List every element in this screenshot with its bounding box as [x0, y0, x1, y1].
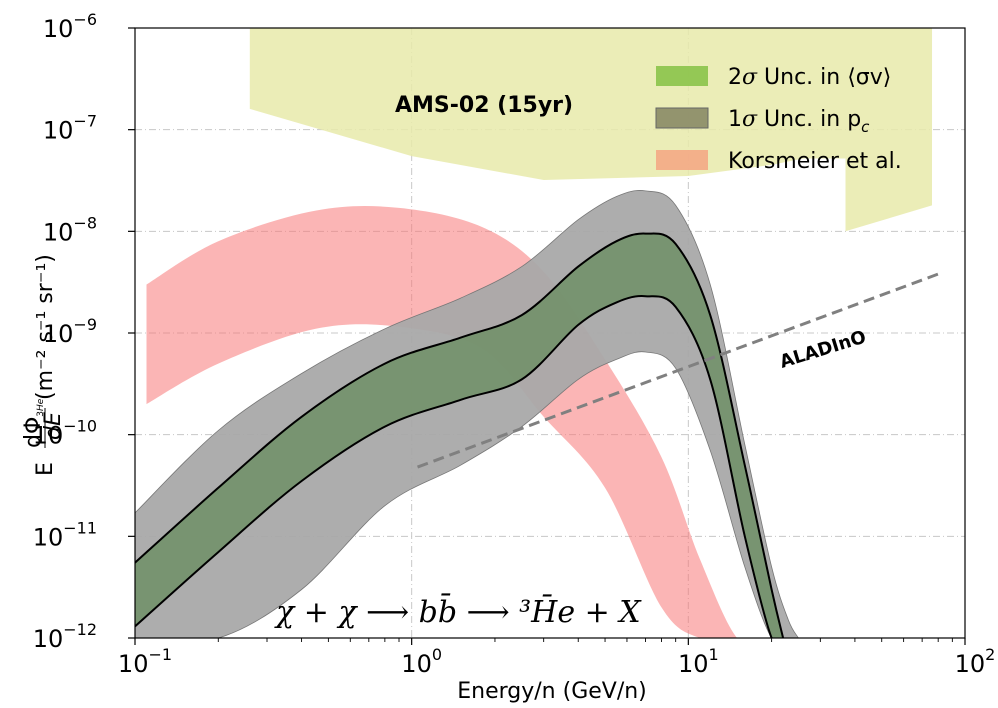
y-tick-label: 10−11 [33, 518, 97, 551]
x-tick-label: 102 [955, 645, 996, 678]
axis-ticks: 10−1 100 101 102 10−12 10−11 10−10 10−9 10−8 10−7… [33, 10, 996, 678]
y-tick-label: 10−7 [43, 112, 97, 145]
y-tick-label: 10−10 [33, 417, 97, 450]
x-tick-label: 101 [678, 645, 719, 678]
legend: 2σ Unc. in ⟨σv⟩ 1σ Unc. in pc Korsmeier et… [655, 65, 902, 174]
sigmav-lower-curve [135, 295, 785, 638]
y-axis-label-denominator: dE [41, 412, 66, 440]
ams-02-annotation: AMS-02 (15yr) [395, 93, 573, 118]
legend-swatch [655, 107, 709, 129]
y-axis-label-sub3: 3 [36, 411, 46, 417]
series-layer [135, 28, 939, 638]
legend-label: 1σ Unc. in pc [728, 107, 870, 136]
y-tick-label: 10−12 [33, 620, 97, 653]
y-tick-label: 10−6 [43, 10, 97, 43]
sigmav-upper-curve [135, 232, 785, 638]
x-tick-label: 10−1 [118, 645, 172, 678]
y-axis-label-subhe: He [36, 398, 46, 411]
x-tick-label: 100 [401, 645, 442, 678]
x-axis-label: Energy/n (GeV/n) [457, 679, 647, 704]
ams-02-sensitivity-region [249, 28, 933, 232]
legend-label: 2σ Unc. in ⟨σv⟩ [728, 65, 891, 90]
y-axis-label: E dΦ3He dE (m⁻² s⁻¹ sr⁻¹) [21, 254, 66, 476]
y-axis-label-prefix: E [33, 462, 58, 476]
legend-swatch [656, 66, 708, 86]
process-formula: χ + χ ⟶ bb̄ ⟶ ³H̄e + X [274, 592, 642, 630]
pc-uncertainty-band [135, 190, 799, 638]
y-axis-label-numerator: dΦ3He [21, 398, 46, 448]
y-axis-label-dphi: dΦ [21, 417, 46, 448]
legend-swatch [656, 150, 708, 170]
y-axis-label-units: (m⁻² s⁻¹ sr⁻¹) [33, 254, 58, 400]
y-tick-label: 10−8 [43, 213, 97, 246]
aladino-sensitivity-line [417, 272, 939, 469]
y-tick-label: 10−9 [43, 315, 97, 348]
korsmeier-band [146, 206, 766, 638]
legend-label: Korsmeier et al. [728, 149, 902, 174]
